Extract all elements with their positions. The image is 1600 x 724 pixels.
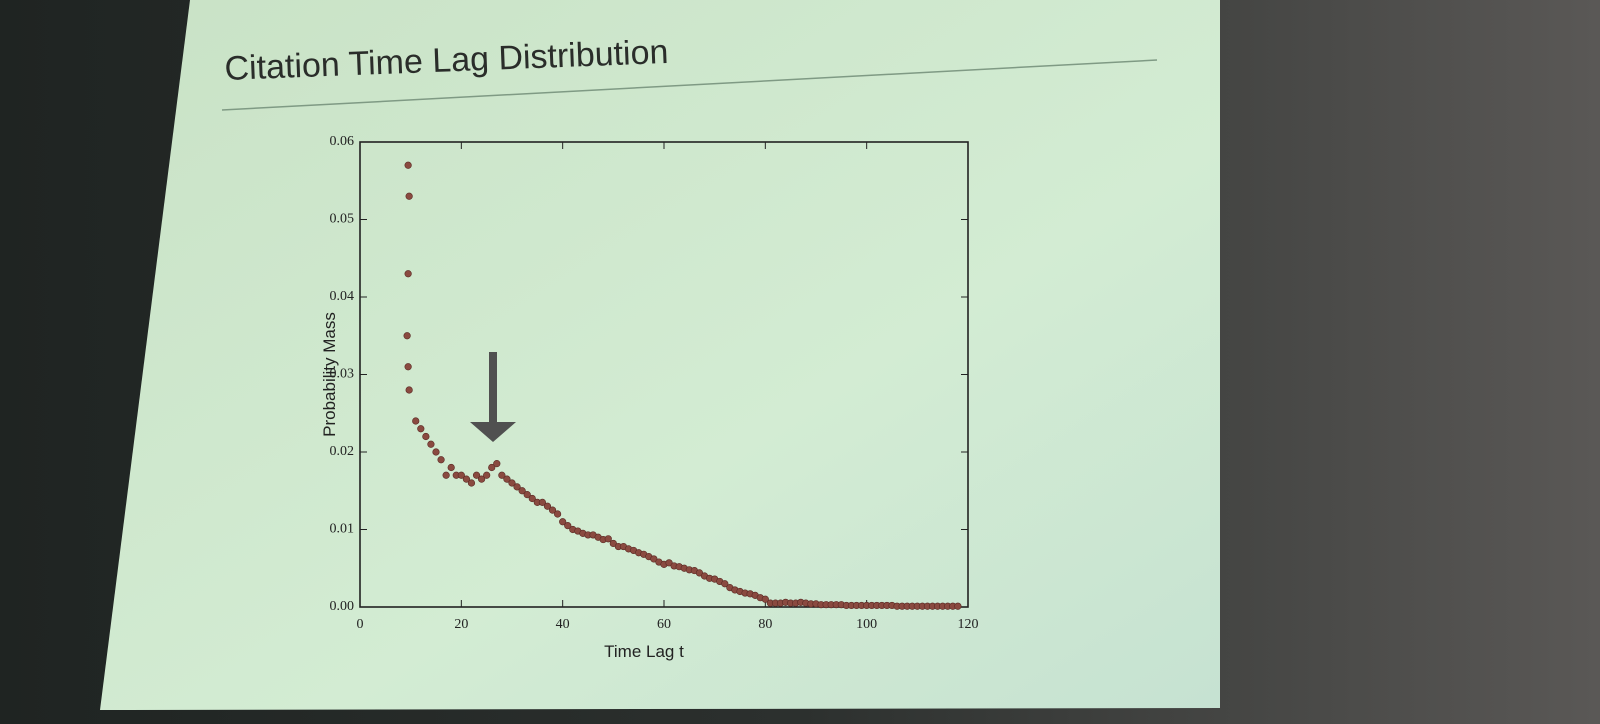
x-tick-label: 120 [958, 617, 979, 632]
y-tick-label: 0.04 [330, 289, 355, 304]
arrow-shaft [489, 352, 497, 422]
point [404, 270, 412, 278]
arrow-head [470, 422, 516, 442]
point [403, 332, 411, 340]
point [432, 448, 440, 456]
point [462, 475, 471, 483]
point [427, 440, 435, 448]
point [559, 518, 567, 526]
y-tick-label: 0.06 [330, 134, 355, 149]
x-axis-label: Time Lag t [604, 642, 684, 661]
point [508, 479, 516, 487]
title-rule [221, 59, 1158, 111]
point [498, 471, 506, 479]
x-tick-label: 20 [454, 617, 468, 632]
point [442, 471, 450, 479]
point [954, 602, 962, 610]
slide [100, 0, 1220, 710]
point [437, 456, 445, 464]
point [503, 475, 511, 483]
point [457, 471, 465, 479]
point [478, 475, 486, 483]
plot: 0 20 40 60 80 100 120 0.00 0.01 0.02 0.03 0.04 0.05 0… [320, 134, 979, 661]
x-tick-label: 80 [758, 617, 772, 632]
x-tick-label: 0 [357, 617, 364, 632]
point [564, 522, 572, 530]
point [493, 460, 501, 468]
point [404, 161, 412, 169]
y-tick-label: 0.05 [330, 212, 355, 227]
point [422, 432, 430, 441]
point [405, 192, 413, 200]
y-axis-label: Probability Mass [320, 312, 339, 437]
y-tick-label: 0.01 [330, 522, 355, 537]
point [543, 502, 552, 510]
point [447, 463, 455, 472]
y-tick-label: 0.02 [330, 444, 355, 459]
point [528, 494, 536, 503]
point [412, 417, 420, 425]
point [553, 510, 562, 518]
point [513, 483, 521, 491]
x-tick-label: 100 [856, 617, 877, 632]
point [404, 363, 412, 371]
x-tick-label: 60 [657, 617, 671, 632]
y-tick-label: 0.03 [330, 367, 355, 382]
point [604, 535, 612, 543]
point [538, 498, 547, 506]
point [467, 479, 476, 487]
point [417, 425, 425, 433]
point [472, 471, 481, 479]
point [523, 491, 531, 499]
y-tick-label: 0.00 [330, 599, 355, 614]
point [761, 595, 769, 603]
point [483, 471, 491, 479]
point [721, 580, 729, 588]
point [488, 463, 496, 472]
point [405, 386, 413, 394]
point [548, 506, 557, 514]
point [518, 487, 526, 495]
x-tick-label: 40 [556, 617, 570, 632]
